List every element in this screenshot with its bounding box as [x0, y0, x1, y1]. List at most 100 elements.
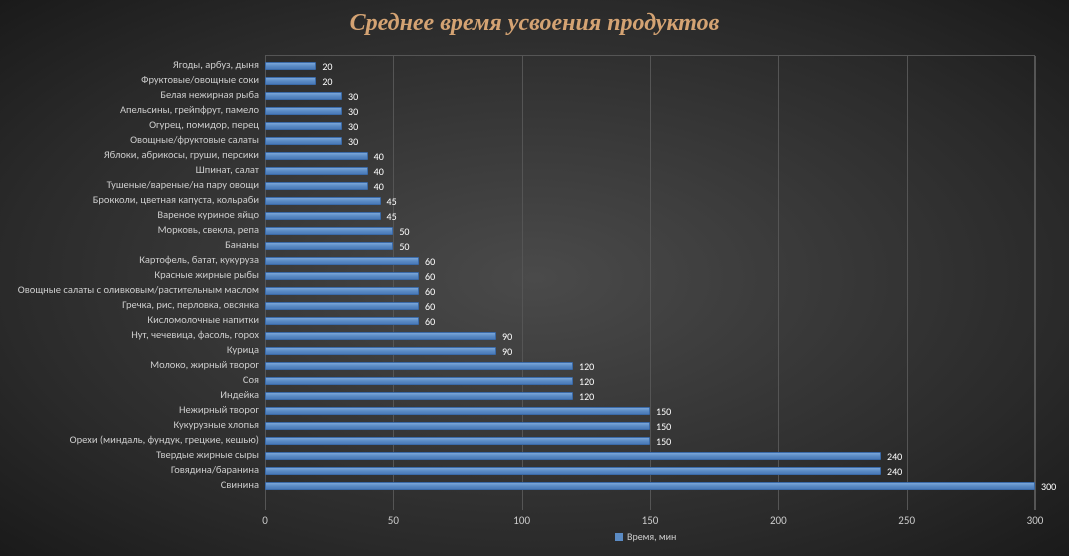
bar [265, 62, 316, 70]
bar-value-label: 30 [348, 135, 358, 148]
x-tick-label: 200 [770, 514, 787, 527]
bar [265, 287, 419, 295]
bar [265, 152, 368, 160]
bar-value-label: 150 [656, 435, 671, 448]
bar-value-label: 60 [425, 285, 435, 298]
category-label: Красные жирные рыбы [154, 268, 259, 281]
x-tick-label: 150 [642, 514, 659, 527]
bar-value-label: 60 [425, 255, 435, 268]
gridline [778, 56, 779, 510]
bar-value-label: 40 [374, 150, 384, 163]
gridline [650, 56, 651, 510]
bar-value-label: 20 [322, 60, 332, 73]
bar-value-label: 90 [502, 345, 512, 358]
bar-value-label: 150 [656, 405, 671, 418]
bar [265, 317, 419, 325]
bar-value-label: 240 [887, 465, 902, 478]
legend-swatch [615, 533, 623, 541]
bar [265, 377, 573, 385]
bar [265, 347, 496, 355]
category-label: Нут, чечевица, фасоль, горох [131, 328, 259, 341]
bar-value-label: 60 [425, 315, 435, 328]
bar [265, 227, 393, 235]
x-tick-label: 250 [898, 514, 915, 527]
category-label: Апельсины, грейпфрут, памело [120, 103, 259, 116]
category-label: Ягоды, арбуз, дыня [173, 58, 259, 71]
bar-value-label: 30 [348, 90, 358, 103]
category-label: Тушеные/вареные/на пару овощи [107, 178, 259, 191]
bar [265, 107, 342, 115]
category-label: Индейка [220, 388, 259, 401]
gridline [1035, 56, 1036, 510]
category-label: Молоко, жирный творог [150, 358, 259, 371]
legend-label: Время, мин [627, 530, 676, 543]
category-label: Картофель, батат, кукуруза [139, 253, 259, 266]
bar-value-label: 20 [322, 75, 332, 88]
x-tick-label: 0 [262, 514, 268, 527]
x-tick-label: 100 [513, 514, 530, 527]
bar-value-label: 30 [348, 120, 358, 133]
bar [265, 272, 419, 280]
bar-value-label: 120 [579, 390, 594, 403]
category-label: Фруктовые/овощные соки [141, 73, 259, 86]
category-label: Бананы [225, 238, 259, 251]
bar-value-label: 30 [348, 105, 358, 118]
category-label: Овощные/фруктовые салаты [130, 133, 259, 146]
bar [265, 167, 368, 175]
bar [265, 362, 573, 370]
bar [265, 452, 881, 460]
gridline [907, 56, 908, 510]
legend: Время, мин [615, 530, 676, 543]
bar [265, 77, 316, 85]
category-label: Гречка, рис, перловка, овсянка [122, 298, 259, 311]
bar-value-label: 90 [502, 330, 512, 343]
category-label: Соя [243, 373, 259, 386]
bar-value-label: 60 [425, 270, 435, 283]
bar-value-label: 45 [387, 210, 397, 223]
category-label: Белая нежирная рыба [160, 88, 259, 101]
category-label: Нежирный творог [179, 403, 259, 416]
bar [265, 482, 1035, 490]
x-tick-label: 50 [388, 514, 399, 527]
chart-title: Среднее время усвоения продуктов [0, 0, 1069, 37]
category-label: Брокколи, цветная капуста, кольраби [93, 193, 259, 206]
bar [265, 302, 419, 310]
plot-area: 2020303030304040404545505060606060609090… [265, 55, 1035, 510]
bar-value-label: 120 [579, 360, 594, 373]
bar [265, 92, 342, 100]
category-label: Твердые жирные сыры [156, 448, 259, 461]
category-label: Кисломолочные напитки [147, 313, 259, 326]
category-label: Говядина/баранина [171, 463, 259, 476]
bar-value-label: 50 [399, 225, 409, 238]
category-label: Овощные салаты с оливковым/растительным … [18, 283, 259, 296]
bar [265, 182, 368, 190]
bar [265, 407, 650, 415]
bar [265, 467, 881, 475]
category-label: Яблоки, абрикосы, груши, персики [104, 148, 259, 161]
category-label: Морковь, свекла, репа [158, 223, 259, 236]
bar-value-label: 45 [387, 195, 397, 208]
category-label: Кукурузные хлопья [174, 418, 260, 431]
bar [265, 437, 650, 445]
bar-value-label: 120 [579, 375, 594, 388]
bar [265, 422, 650, 430]
bar [265, 242, 393, 250]
x-tick-label: 300 [1027, 514, 1044, 527]
category-label: Вареное куриное яйцо [157, 208, 259, 221]
bar [265, 197, 381, 205]
bar-value-label: 60 [425, 300, 435, 313]
bar-value-label: 40 [374, 165, 384, 178]
bar-value-label: 300 [1041, 480, 1056, 493]
category-label: Огурец, помидор, перец [149, 118, 259, 131]
bar [265, 257, 419, 265]
bar-value-label: 40 [374, 180, 384, 193]
bar [265, 137, 342, 145]
bar-value-label: 150 [656, 420, 671, 433]
bar [265, 392, 573, 400]
bar [265, 122, 342, 130]
category-label: Курица [227, 343, 259, 356]
bar-value-label: 50 [399, 240, 409, 253]
bar [265, 332, 496, 340]
category-label: Свинина [221, 478, 259, 491]
category-label: Шпинат, салат [196, 163, 259, 176]
